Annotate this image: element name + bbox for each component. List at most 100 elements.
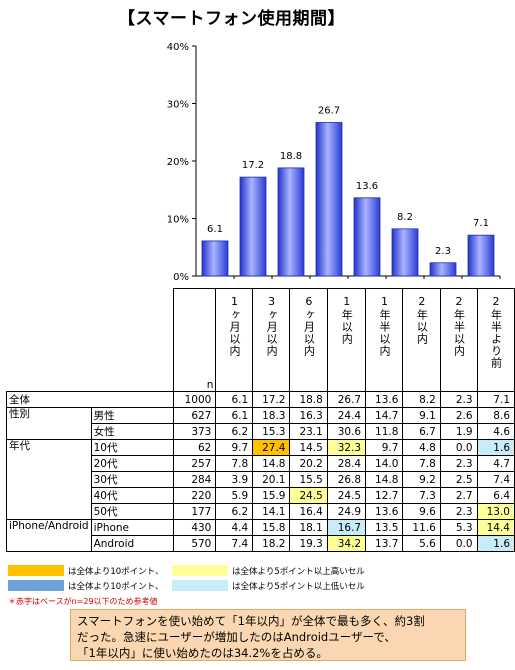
row-label: 50代 (90, 503, 175, 520)
legend-swatch-low5 (172, 580, 228, 591)
table-cell: 13.6 (365, 503, 404, 520)
table-cell: 7.8 (402, 455, 441, 472)
legend-low10: は全体より10ポイント、 (68, 582, 164, 592)
row-label: 全体 (5, 391, 175, 408)
table-row: 20代 257 7.8 14.8 20.2 28.4 14.0 7.8 2.3 4.7 (7, 455, 515, 472)
y-tick-label: 40% (167, 42, 189, 53)
table-cell: 6.2 (215, 423, 254, 440)
bar (429, 262, 457, 277)
table-cell: 14.5 (289, 439, 328, 456)
header-blank (6, 288, 175, 392)
table-cell: 9.1 (402, 407, 441, 424)
bar (239, 176, 267, 277)
column-header-text: 2年半より前 (489, 295, 503, 369)
table-cell: 26.7 (326, 391, 367, 408)
table-cell: 9.7 (365, 439, 404, 456)
table-cell: 1.6 (476, 439, 515, 456)
column-header: 1年以内 (326, 288, 367, 392)
table-cell: 6.7 (402, 423, 441, 440)
group-label: 年代 (6, 439, 92, 520)
row-label: 10代 (90, 439, 175, 456)
n-value: 627 (173, 407, 217, 424)
column-header-text: 1年以内 (340, 295, 354, 345)
bar-value-label: 2.3 (435, 246, 451, 257)
row-label: 40代 (90, 487, 175, 504)
row-label: Android (90, 535, 175, 552)
table-cell: 3.9 (215, 471, 254, 488)
summary-line: だった。急速にユーザーが増加したのはAndroidユーザーで、 (77, 630, 396, 644)
table-cell: 1.9 (439, 423, 478, 440)
table-cell: 18.1 (289, 519, 328, 536)
column-header-text: 2年半以内 (452, 295, 466, 357)
n-value: 257 (173, 455, 217, 472)
table-cell: 14.7 (365, 407, 404, 424)
table-cell: 15.8 (252, 519, 291, 536)
table-row: Android 570 7.4 18.2 19.3 34.2 13.7 5.6 0.0 1.6 (7, 535, 515, 552)
n-value: 177 (173, 503, 217, 520)
column-header-text: 3ヶ月以内 (265, 295, 279, 357)
table-cell: 1.6 (476, 535, 515, 552)
table-cell: 4.6 (476, 423, 515, 440)
table-cell: 14.0 (365, 455, 404, 472)
table-cell: 18.3 (252, 407, 291, 424)
y-tick-label: 30% (167, 100, 189, 111)
table-cell: 12.7 (365, 487, 404, 504)
column-header-text: 6ヶ月以内 (302, 295, 316, 357)
table-cell: 16.7 (326, 519, 367, 536)
column-header-text: 1年半以内 (378, 295, 392, 357)
bar (277, 167, 305, 277)
table-cell: 14.1 (252, 503, 291, 520)
table-cell: 5.6 (402, 535, 441, 552)
table-row: 性別 男性 627 6.1 18.3 16.3 24.4 14.7 9.1 2.6 8.6 (6, 407, 515, 440)
y-tick-label: 20% (167, 157, 189, 168)
table-cell: 23.1 (289, 423, 328, 440)
column-header: 1ヶ月以内 (215, 288, 254, 392)
table-cell: 14.4 (476, 519, 515, 536)
column-header: 2年以内 (402, 288, 441, 392)
legend-high5: は全体より5ポイント以上高いセル (232, 567, 365, 577)
bar-chart: 0% 10% 20% 30% 40% 6.1 17.2 18.8 26.7 13.6 8.2 2.3 7… (167, 42, 501, 283)
n-value: 373 (173, 423, 217, 440)
bar (315, 122, 343, 277)
table-cell: 13.7 (365, 535, 404, 552)
table-cell: 7.4 (476, 471, 515, 488)
table-cell: 16.4 (289, 503, 328, 520)
table-cell: 13.0 (476, 503, 515, 520)
table-cell: 24.5 (289, 487, 328, 504)
table-cell: 20.1 (252, 471, 291, 488)
table-cell: 7.8 (215, 455, 254, 472)
footnote: ＊赤字はベースがn=29以下のため参考値 (8, 597, 158, 606)
n-value: 430 (173, 519, 217, 536)
table-cell: 2.3 (439, 503, 478, 520)
table-cell: 2.6 (439, 407, 478, 424)
bar (391, 228, 419, 277)
legend-high10: は全体より10ポイント、 (68, 567, 164, 577)
n-value: 570 (173, 535, 217, 552)
table-cell: 9.6 (402, 503, 441, 520)
table-cell: 0.0 (439, 535, 478, 552)
table-cell: 17.2 (252, 391, 291, 408)
table-cell: 2.3 (439, 455, 478, 472)
bar-value-label: 26.7 (318, 105, 340, 116)
table-cell: 4.4 (215, 519, 254, 536)
table-cell: 0.0 (439, 439, 478, 456)
n-value: 62 (173, 439, 217, 456)
table-cell: 2.7 (439, 487, 478, 504)
table-cell: 11.8 (365, 423, 404, 440)
bar-value-label: 7.1 (473, 218, 489, 229)
legend-swatch-high5 (172, 565, 228, 576)
table-cell: 6.1 (215, 391, 254, 408)
table-cell: 8.2 (402, 391, 441, 408)
row-label: iPhone (90, 519, 175, 536)
table-cell: 6.4 (476, 487, 515, 504)
column-header-text: 2年以内 (415, 295, 429, 345)
n-header: n (173, 288, 217, 392)
bar-value-label: 17.2 (242, 160, 264, 171)
table-cell: 5.9 (215, 487, 254, 504)
page-title: 【スマートフォン使用期間】 (118, 9, 345, 29)
table-cell: 13.6 (365, 391, 404, 408)
bar-value-label: 13.6 (356, 181, 378, 192)
bar (467, 234, 495, 277)
table-cell: 14.8 (365, 471, 404, 488)
table-cell: 15.5 (289, 471, 328, 488)
